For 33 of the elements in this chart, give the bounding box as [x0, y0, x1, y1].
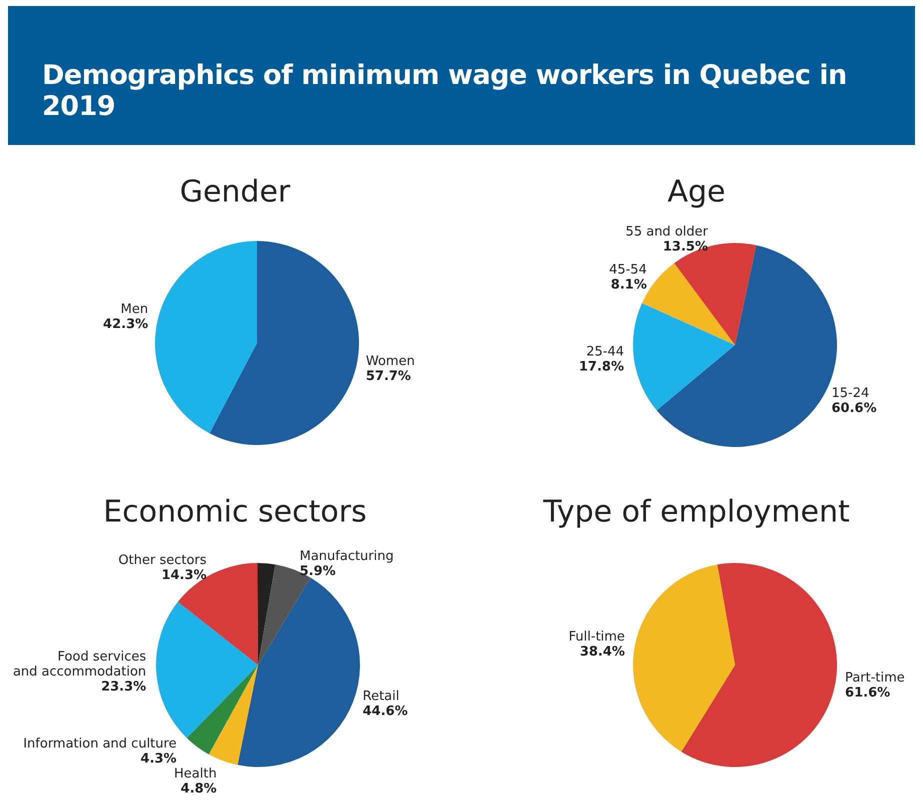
data-label: 44.6% — [362, 704, 408, 720]
slice-label: Men — [120, 302, 148, 318]
slice-label: 55 and older — [626, 224, 709, 240]
slice-label: Health — [174, 766, 217, 782]
data-label: 8.1% — [610, 277, 647, 292]
slice-label: 15-24 — [831, 386, 870, 401]
slice-label: Manufacturing — [300, 548, 394, 564]
slice-label: Information and culture — [23, 736, 177, 752]
data-label: 57.7% — [366, 368, 411, 384]
data-label: 13.5% — [662, 239, 708, 254]
data-label: 4.8% — [180, 782, 217, 797]
text: Demographics of minimum wage workers in Quebec in 2019 — [8, 6, 915, 145]
slice-label: 25-44 — [586, 344, 624, 360]
data-label: 4.3% — [140, 752, 177, 767]
chart-title: Age — [667, 174, 726, 210]
slice-label: Part-time — [845, 670, 905, 686]
slice-label: Retail — [362, 689, 400, 704]
slice-label: Full-time — [568, 630, 625, 645]
chart-title: Type of employment — [542, 494, 850, 530]
data-label: 61.6% — [845, 685, 890, 700]
data-label: 42.3% — [103, 317, 148, 332]
slice-label: 45-54 — [609, 262, 647, 278]
data-label: 23.3% — [101, 680, 146, 695]
slice-label: Women — [366, 354, 415, 369]
data-label: 17.8% — [578, 360, 624, 375]
slice-label: Other sectors — [118, 552, 207, 568]
data-label: 60.6% — [831, 400, 877, 416]
data-label: 5.9% — [300, 564, 336, 579]
chart-title: Economic sectors — [103, 494, 367, 530]
chart-title: Gender — [180, 174, 291, 210]
slice-label: Food services and accommodation — [12, 650, 146, 680]
data-label: 14.3% — [161, 568, 207, 583]
data-label: 38.4% — [580, 644, 625, 660]
